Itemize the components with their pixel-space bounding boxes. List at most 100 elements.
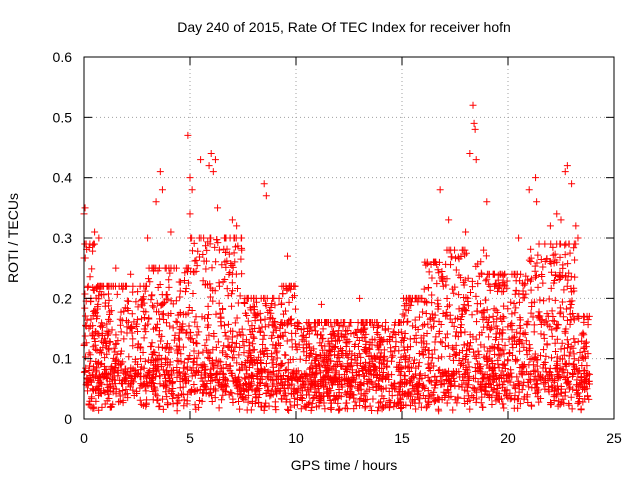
data-point (375, 403, 383, 411)
data-point (328, 323, 336, 331)
data-point (579, 329, 587, 337)
data-point (531, 353, 539, 361)
data-point (423, 402, 431, 410)
data-point (498, 383, 506, 391)
data-point (531, 366, 539, 374)
data-point (313, 403, 321, 411)
data-point (212, 258, 220, 266)
data-point (98, 403, 106, 411)
data-point (88, 393, 96, 401)
data-point (547, 354, 555, 362)
data-point (179, 326, 187, 334)
data-point (204, 311, 212, 319)
data-point (570, 335, 578, 343)
data-point (333, 358, 341, 366)
x-tick-label: 25 (606, 430, 622, 446)
data-point (207, 234, 215, 242)
data-point (230, 354, 238, 362)
data-point (313, 365, 321, 373)
data-point (354, 343, 362, 351)
data-point (320, 351, 328, 359)
grid-lines (84, 57, 614, 419)
data-point (146, 278, 154, 286)
data-point (317, 369, 325, 377)
data-point (192, 313, 200, 321)
data-point (522, 337, 530, 345)
data-point (458, 383, 466, 391)
data-point (307, 364, 315, 372)
data-point (460, 293, 468, 301)
data-point (288, 293, 296, 301)
data-point (272, 386, 280, 394)
data-point (392, 342, 400, 350)
data-point (270, 370, 278, 378)
data-point (498, 367, 506, 375)
data-point (450, 370, 458, 378)
data-point (257, 316, 265, 324)
data-point (505, 349, 513, 357)
data-point (432, 396, 440, 404)
data-point (101, 302, 109, 310)
data-point (365, 344, 373, 352)
data-point (585, 395, 593, 403)
data-point (116, 321, 124, 329)
data-point (556, 304, 564, 312)
data-point (233, 314, 241, 322)
data-point (260, 331, 268, 339)
data-point (105, 394, 113, 402)
data-point (559, 313, 567, 321)
data-point-outlier (469, 101, 477, 109)
data-point-outlier (572, 222, 580, 230)
data-point (175, 357, 183, 365)
data-point (442, 334, 450, 342)
data-point (408, 382, 416, 390)
data-point (228, 279, 236, 287)
data-point (544, 321, 552, 329)
data-point (480, 374, 488, 382)
data-point (527, 245, 535, 253)
data-point (178, 375, 186, 383)
data-point (557, 382, 565, 390)
data-point (217, 322, 225, 330)
data-point (249, 372, 257, 380)
data-point (256, 328, 264, 336)
data-point (498, 279, 506, 287)
data-point (531, 384, 539, 392)
data-point (494, 308, 502, 316)
data-point (129, 378, 137, 386)
data-point-outlier (317, 300, 325, 308)
data-point (415, 399, 423, 407)
x-tick-label: 0 (80, 430, 88, 446)
y-tick-labels: 0 0.1 0.2 0.3 0.4 0.5 0.6 (53, 49, 73, 427)
data-point (547, 284, 555, 292)
data-point (327, 387, 335, 395)
data-point (479, 315, 487, 323)
data-point (90, 286, 98, 294)
data-point (475, 351, 483, 359)
data-point-outlier (561, 168, 569, 176)
data-point (455, 368, 463, 376)
data-point (147, 356, 155, 364)
data-point (270, 380, 278, 388)
data-point (143, 378, 151, 386)
data-point (276, 342, 284, 350)
data-point (181, 370, 189, 378)
data-point (113, 290, 121, 298)
data-point (480, 246, 488, 254)
data-point (102, 337, 110, 345)
data-point (192, 256, 200, 264)
data-point (507, 366, 515, 374)
data-point (157, 355, 165, 363)
data-point (112, 385, 120, 393)
data-point (160, 315, 168, 323)
data-point (183, 363, 191, 371)
data-point (256, 309, 264, 317)
data-point (206, 280, 214, 288)
data-point (527, 254, 535, 262)
data-point (220, 245, 228, 253)
data-point (141, 357, 149, 365)
data-point (324, 359, 332, 367)
data-point (365, 361, 373, 369)
data-point (232, 243, 240, 251)
data-point (515, 388, 523, 396)
